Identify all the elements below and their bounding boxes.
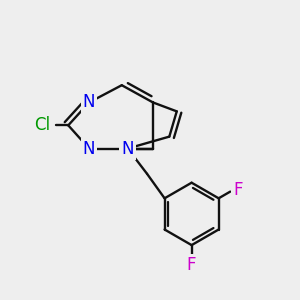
Text: F: F	[233, 181, 242, 199]
Text: Cl: Cl	[34, 116, 50, 134]
Text: N: N	[83, 93, 95, 111]
Text: F: F	[187, 256, 196, 274]
Text: N: N	[122, 140, 134, 158]
Text: N: N	[83, 140, 95, 158]
